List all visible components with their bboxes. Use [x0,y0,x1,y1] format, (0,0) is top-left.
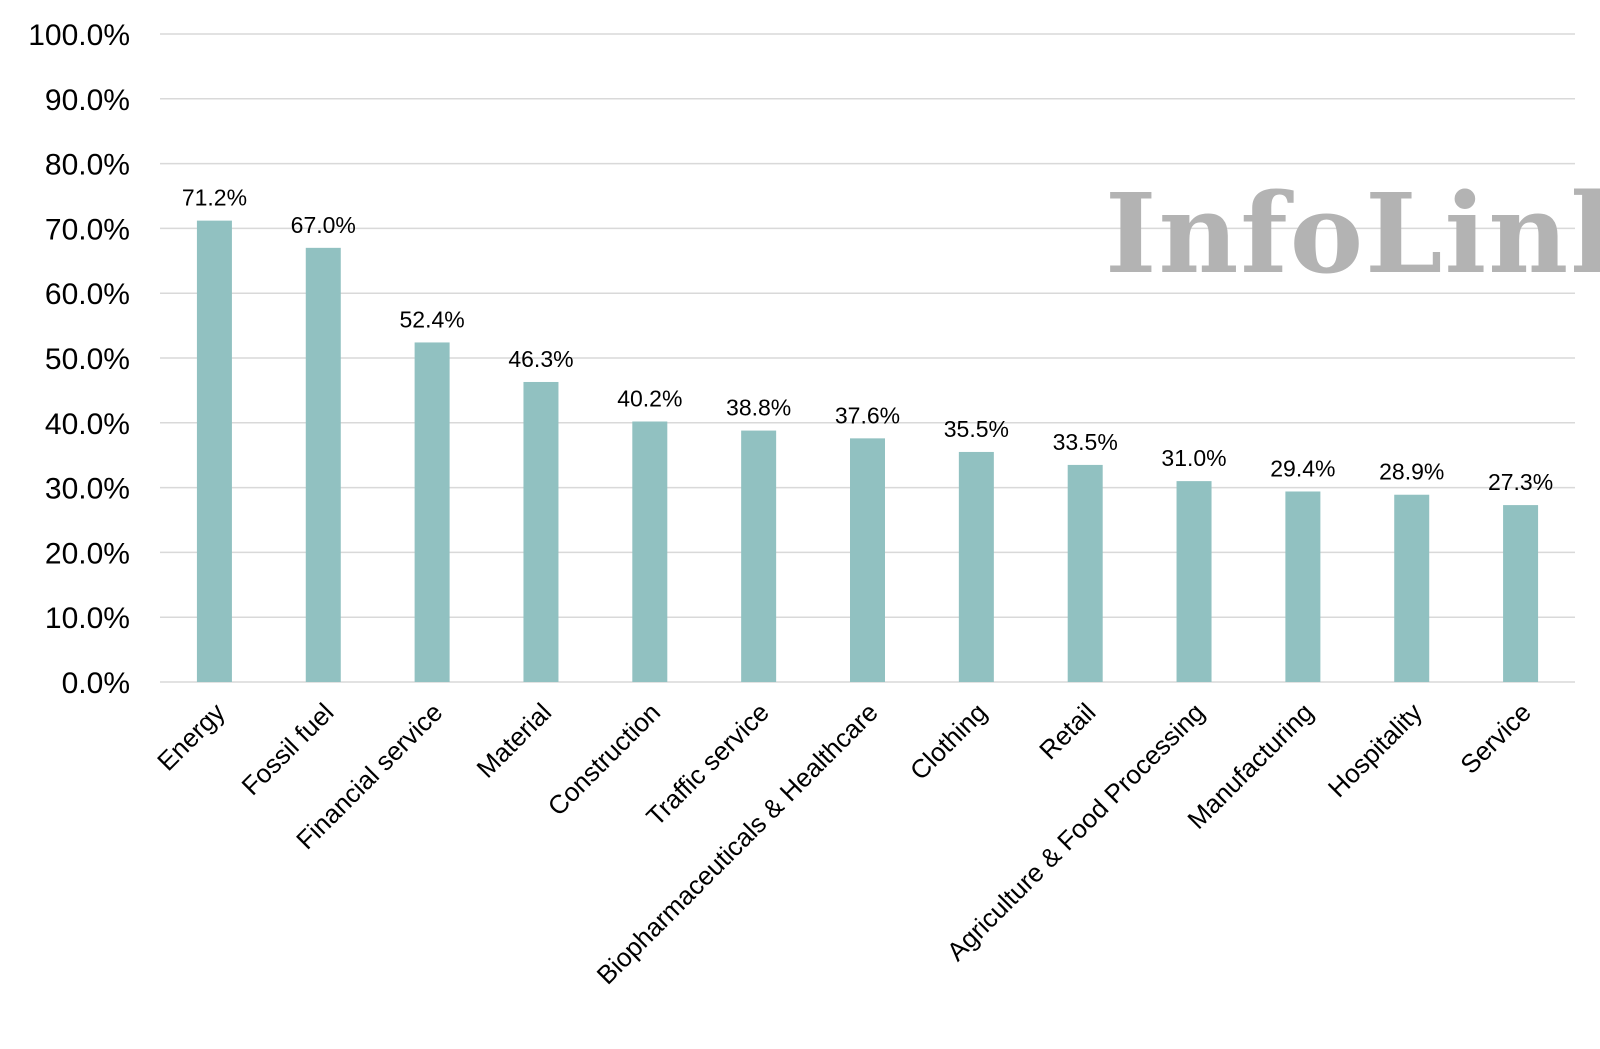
bar [1176,481,1212,682]
data-labels: 71.2% 67.0% 52.4% 46.3% 40.2% 38.8% 37.6% 35.5%… [182,185,1553,495]
bar [196,220,232,682]
x-tick-label: Material [471,697,558,784]
y-axis-ticks: 0.0% 10.0% 20.0% 30.0% 40.0% 50.0% 60.0% 70.0% 8… [28,19,130,700]
y-tick-label: 100.0% [28,19,130,52]
y-tick-label: 70.0% [45,213,130,246]
gridlines [160,33,1575,683]
bar [1394,494,1430,682]
data-label: 29.4% [1270,455,1335,481]
bar [1285,491,1321,682]
x-tick-label: Clothing [904,697,993,786]
bar [523,381,559,682]
bar [741,430,777,682]
data-label: 71.2% [182,185,247,211]
y-tick-label: 30.0% [45,473,130,506]
x-tick-label: Fossil fuel [236,697,340,801]
data-label: 27.3% [1488,469,1553,495]
bar [958,451,994,682]
x-tick-label: Service [1454,697,1537,780]
y-tick-label: 80.0% [45,149,130,182]
data-label: 38.8% [726,395,791,421]
y-tick-label: 40.0% [45,408,130,441]
data-label: 28.9% [1379,459,1444,485]
data-label: 46.3% [508,346,573,372]
data-label: 40.2% [617,386,682,412]
bar [632,421,668,682]
x-tick-label: Energy [151,697,230,776]
data-label: 67.0% [291,212,356,238]
data-label: 33.5% [1053,429,1118,455]
y-tick-label: 0.0% [62,667,130,700]
bar [414,342,450,682]
bar [1067,464,1103,682]
data-label: 37.6% [835,402,900,428]
bar [850,438,885,682]
x-tick-label: Hospitality [1322,697,1428,803]
data-label: 52.4% [400,306,465,332]
x-tick-label: Retail [1033,697,1101,765]
data-label: 31.0% [1161,445,1226,471]
y-tick-label: 90.0% [45,84,130,117]
infolink-watermark: InfoLink [1105,169,1600,298]
data-label: 35.5% [944,416,1009,442]
bars [196,220,1539,682]
y-tick-label: 50.0% [45,343,130,376]
bar [305,247,341,682]
y-tick-label: 10.0% [45,602,130,635]
y-tick-label: 20.0% [45,537,130,570]
y-tick-label: 60.0% [45,278,130,311]
bar [1503,505,1539,682]
